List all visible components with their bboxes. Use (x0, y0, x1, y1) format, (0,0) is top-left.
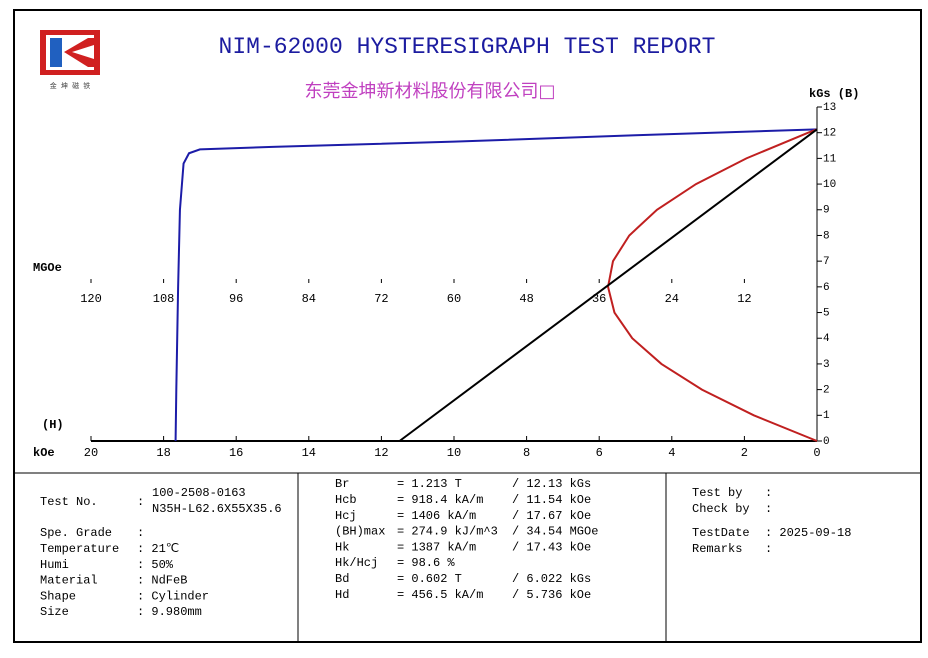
label: Material (40, 574, 98, 588)
x-axis-label: kOe (33, 446, 55, 460)
x-tick-label: 20 (84, 446, 98, 460)
cell: = 274.9 kJ/m^3 (397, 525, 498, 539)
cell: Hk/Hcj (335, 556, 378, 570)
y-tick-label: 13 (823, 102, 836, 114)
y-tick-label: 7 (823, 256, 830, 268)
y-tick-label: 8 (823, 230, 830, 242)
value: : (765, 502, 772, 516)
value: N35H-L62.6X55X35.6 (152, 502, 282, 516)
cell: / 17.43 kOe (512, 540, 591, 554)
x2-tick-label: 96 (229, 292, 243, 306)
x2-tick-label: 36 (592, 292, 606, 306)
x2-tick-label: 72 (374, 292, 388, 306)
y-tick-label: 9 (823, 205, 830, 217)
cell: = 456.5 kA/m (397, 588, 483, 602)
label: Temperature (40, 542, 119, 556)
x-tick-label: 10 (447, 446, 461, 460)
cell: Hd (335, 588, 349, 602)
x-tick-label: 0 (813, 446, 820, 460)
y-tick-label: 12 (823, 128, 836, 140)
label: Spe. Grade (40, 526, 112, 540)
y-tick-label: 0 (823, 436, 830, 448)
cell: Bd (335, 572, 349, 586)
x-tick-label: 16 (229, 446, 243, 460)
x-tick-label: 14 (302, 446, 316, 460)
y-tick-label: 1 (823, 410, 830, 422)
x-tick-label: 18 (156, 446, 170, 460)
x-tick-label: 4 (668, 446, 675, 460)
value: : 21℃ (137, 542, 179, 556)
x2-tick-label: 108 (153, 292, 175, 306)
x-tick-label: 8 (523, 446, 530, 460)
logo (40, 30, 100, 75)
cell: = 918.4 kA/m (397, 493, 483, 507)
cell: Hcj (335, 509, 357, 523)
x2-tick-label: 48 (519, 292, 533, 306)
cell: = 0.602 T (397, 572, 462, 586)
x2-tick-label: 12 (737, 292, 751, 306)
label: Check by (692, 502, 750, 516)
cell: = 98.6 % (397, 556, 455, 570)
value: : Cylinder (137, 589, 209, 603)
cell: = 1406 kA/m (397, 509, 476, 523)
value: : (137, 526, 144, 540)
value: : 50% (137, 558, 174, 572)
cell: / 34.54 MGOe (512, 525, 598, 539)
cell: = 1387 kA/m (397, 540, 476, 554)
x2-tick-label: 120 (80, 292, 102, 306)
label: Remarks (692, 542, 742, 556)
value: : (765, 542, 772, 556)
curve (398, 128, 818, 442)
x-tick-label: 12 (374, 446, 388, 460)
cell: / 17.67 kOe (512, 509, 591, 523)
curve (607, 128, 818, 442)
label: TestDate (692, 526, 750, 540)
y-tick-label: 6 (823, 282, 830, 294)
y-tick-label: 10 (823, 179, 836, 191)
x2-tick-label: 24 (665, 292, 679, 306)
label: Size (40, 605, 69, 619)
x2-tick-label: 60 (447, 292, 461, 306)
label: Test No. (40, 495, 98, 509)
cell: / 11.54 kOe (512, 493, 591, 507)
y-axis-label: kGs (B) (809, 87, 859, 101)
y-tick-label: 3 (823, 359, 830, 371)
cell: = 1.213 T (397, 477, 462, 491)
cell: Hk (335, 540, 349, 554)
value: : 9.980mm (137, 605, 202, 619)
x-tick-label: 6 (596, 446, 603, 460)
cell: / 6.022 kGs (512, 572, 591, 586)
cell: (BH)max (335, 525, 385, 539)
cell: Hcb (335, 493, 357, 507)
cell: / 12.13 kGs (512, 477, 591, 491)
y-tick-label: 4 (823, 333, 830, 345)
title: NIM-62000 HYSTERESIGRAPH TEST REPORT (219, 34, 716, 60)
x-tick-label: 2 (741, 446, 748, 460)
x-axis-label: (H) (42, 418, 64, 432)
subtitle: 东莞金坤新材料股份有限公司□ (304, 81, 555, 102)
border (13, 9, 922, 643)
x2-axis-label: MGOe (33, 261, 62, 275)
y-tick-label: 5 (823, 307, 830, 319)
logo-text: 金 坤 磁 铁 (50, 81, 91, 91)
label: Humi (40, 558, 69, 572)
sep: : (137, 495, 144, 509)
value: : NdFeB (137, 574, 187, 588)
cell: / 5.736 kOe (512, 588, 591, 602)
y-tick-label: 2 (823, 385, 830, 397)
y-tick-label: 11 (823, 153, 837, 165)
label: Test by (692, 486, 742, 500)
label: Shape (40, 589, 76, 603)
cell: Br (335, 477, 349, 491)
value: : (765, 486, 772, 500)
x2-tick-label: 84 (302, 292, 316, 306)
value: 100-2508-0163 (152, 486, 246, 500)
value: : 2025-09-18 (765, 526, 851, 540)
curve (174, 128, 818, 442)
